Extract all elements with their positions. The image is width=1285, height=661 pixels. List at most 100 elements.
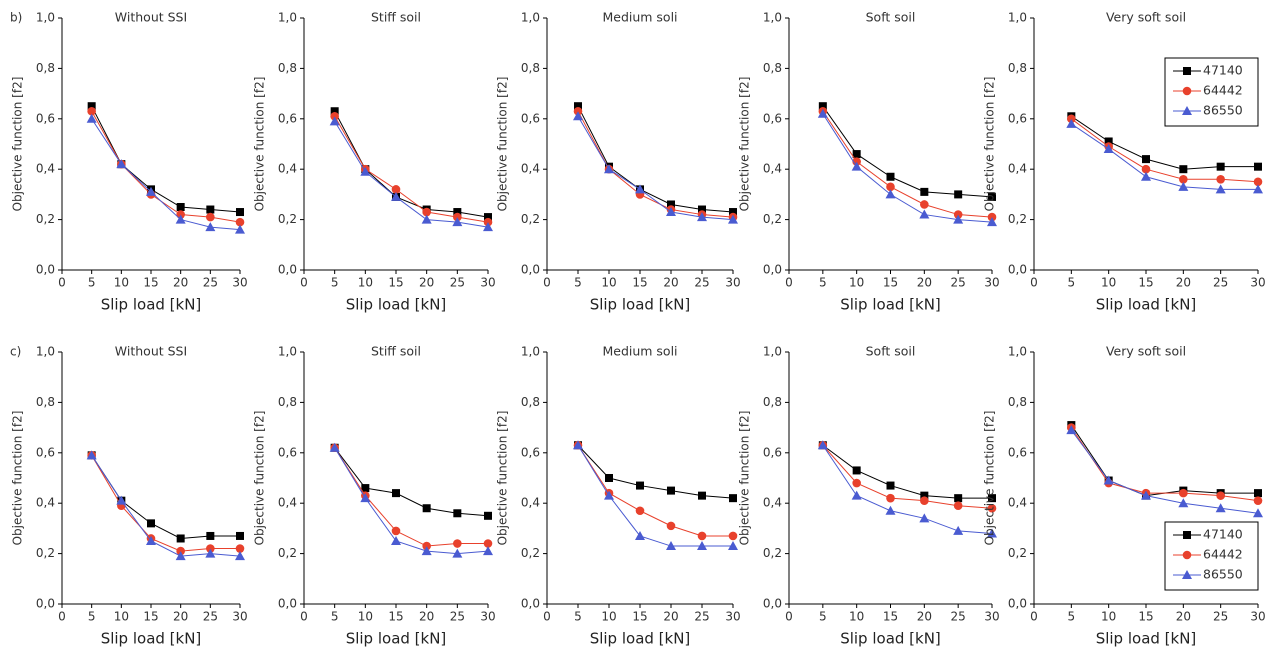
marker-triangle [116, 495, 127, 505]
marker-triangle [452, 217, 463, 227]
chart-title: Soft soil [866, 344, 916, 359]
x-tick-label: 5 [574, 610, 582, 624]
y-tick-label: 0,2 [36, 546, 55, 560]
marker-square [667, 486, 675, 495]
y-tick-label: 0,8 [36, 395, 55, 409]
marker-triangle [86, 450, 97, 460]
marker-triangle [728, 214, 738, 224]
marker-triangle [697, 541, 707, 551]
marker-circle [391, 526, 401, 536]
y-axis-label: Objective function [f2] [11, 411, 25, 546]
chart-title: Soft soil [866, 10, 916, 25]
marker-triangle [1141, 171, 1151, 181]
x-tick-label: 30 [725, 276, 740, 290]
series-line [822, 113, 993, 223]
marker-circle [1253, 177, 1263, 187]
marker-square [1183, 67, 1191, 75]
series-line [334, 121, 489, 228]
marker-triangle [885, 189, 896, 199]
series-line [822, 444, 993, 509]
marker-triangle [1215, 503, 1226, 513]
chart-title: Without SSI [115, 344, 187, 359]
chart-title: Medium soli [602, 344, 677, 359]
x-tick-label: 25 [203, 610, 218, 624]
y-tick-label: 0,8 [278, 395, 297, 409]
y-tick-label: 0,2 [521, 212, 540, 226]
marker-square [920, 491, 929, 500]
y-tick-label: 1,0 [278, 11, 297, 25]
marker-circle [483, 217, 493, 227]
x-axis-label: Slip load [kN] [1096, 296, 1197, 314]
x-tick-label: 25 [203, 276, 218, 290]
x-tick-label: 0 [543, 610, 551, 624]
marker-triangle [1141, 490, 1151, 500]
x-tick-label: 15 [1138, 610, 1153, 624]
x-tick-label: 5 [819, 276, 827, 290]
series-line [822, 444, 992, 499]
marker-square [1216, 162, 1225, 171]
x-tick-label: 15 [632, 610, 647, 624]
marker-square [176, 203, 185, 211]
y-tick-label: 0,0 [36, 597, 55, 611]
marker-circle [987, 503, 997, 513]
legend-label: 64442 [1203, 547, 1243, 562]
marker-circle [391, 185, 401, 194]
x-tick-label: 15 [143, 610, 158, 624]
marker-square [988, 494, 996, 503]
x-tick-label: 10 [601, 610, 616, 624]
x-axis-label: Slip load [kN] [590, 630, 691, 648]
x-tick-label: 0 [785, 276, 793, 290]
x-tick-label: 0 [1030, 610, 1038, 624]
marker-triangle [697, 212, 707, 222]
marker-square [605, 474, 613, 482]
y-tick-label: 1,0 [36, 11, 55, 25]
marker-triangle [635, 184, 645, 194]
marker-triangle [919, 513, 930, 523]
marker-circle [886, 182, 895, 192]
y-tick-label: 0,8 [521, 395, 540, 409]
x-axis-label: Slip load [kN] [1096, 630, 1197, 648]
y-tick-label: 1,0 [763, 345, 782, 359]
marker-square [886, 172, 895, 181]
y-tick-label: 0,4 [278, 496, 297, 510]
marker-square [1104, 137, 1113, 146]
x-tick-label: 10 [1101, 276, 1116, 290]
x-tick-label: 10 [849, 276, 864, 290]
x-tick-label: 20 [173, 276, 188, 290]
marker-triangle [604, 164, 614, 174]
marker-triangle [391, 536, 401, 545]
legend-label: 47140 [1203, 63, 1243, 78]
marker-triangle [573, 111, 583, 121]
marker-circle [635, 506, 645, 516]
marker-triangle [919, 209, 930, 219]
x-tick-label: 25 [450, 610, 465, 624]
x-axis-label: Slip load [kN] [346, 630, 447, 648]
x-tick-label: 25 [1213, 610, 1228, 624]
y-tick-label: 0,8 [1008, 395, 1027, 409]
series-line [577, 444, 734, 499]
x-tick-label: 5 [1068, 276, 1076, 290]
marker-triangle [817, 440, 828, 450]
marker-triangle [851, 161, 862, 171]
series-line [822, 105, 993, 198]
series-line [334, 447, 489, 555]
series-line [91, 110, 241, 223]
y-tick-label: 0,6 [278, 111, 297, 125]
y-tick-label: 0,2 [763, 546, 782, 560]
marker-circle [1182, 550, 1192, 560]
x-tick-label: 20 [1176, 276, 1191, 290]
chart-title: Without SSI [115, 10, 187, 25]
y-axis-label: Objective function [f2] [11, 77, 25, 212]
series-line [334, 447, 489, 517]
chart-title: Stiff soil [371, 344, 421, 359]
marker-triangle [452, 548, 463, 558]
y-axis-label: Objective function [f2] [738, 411, 752, 546]
y-tick-label: 0,4 [521, 162, 540, 176]
marker-triangle [1103, 475, 1114, 485]
y-tick-label: 0,0 [278, 597, 297, 611]
marker-square [206, 531, 215, 540]
x-tick-label: 20 [917, 610, 932, 624]
marker-triangle [483, 546, 493, 556]
y-tick-label: 0,6 [763, 111, 782, 125]
x-tick-label: 15 [388, 276, 403, 290]
